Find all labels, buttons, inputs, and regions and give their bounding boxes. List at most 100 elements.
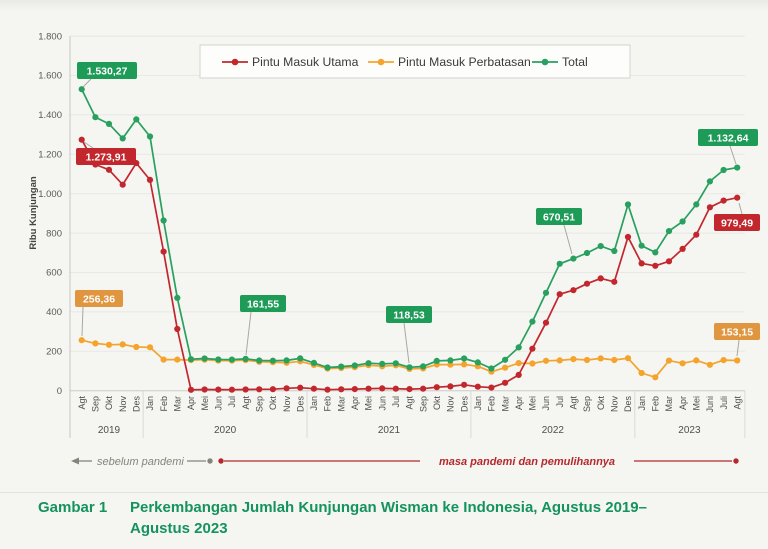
data-point bbox=[297, 384, 304, 391]
data-point bbox=[406, 386, 413, 393]
month-label: Apr bbox=[678, 396, 688, 410]
month-label: Jan bbox=[145, 396, 155, 411]
data-point bbox=[201, 386, 208, 393]
data-point bbox=[693, 231, 700, 238]
month-label: Mei bbox=[364, 396, 374, 411]
data-point bbox=[638, 369, 645, 377]
y-tick-label: 1.400 bbox=[38, 110, 62, 121]
data-point bbox=[174, 325, 181, 333]
month-label: Nov bbox=[282, 396, 292, 413]
y-tick-label: 0 bbox=[57, 386, 62, 397]
data-point bbox=[515, 360, 522, 367]
month-label: Mei bbox=[691, 396, 701, 411]
month-label: Des bbox=[132, 396, 142, 413]
data-point bbox=[338, 363, 345, 370]
data-point bbox=[515, 344, 522, 351]
legend-item-utama: Pintu Masuk Utama bbox=[222, 55, 359, 69]
data-label: 1.530,27 bbox=[87, 66, 128, 78]
data-point bbox=[228, 386, 235, 393]
data-point bbox=[379, 385, 386, 392]
data-point bbox=[420, 385, 427, 392]
data-point bbox=[624, 355, 632, 362]
month-label: Jun bbox=[377, 396, 387, 411]
data-point bbox=[583, 280, 591, 287]
caption-line1: Perkembangan Jumlah Kunjungan Wisman ke … bbox=[130, 499, 647, 516]
legend: Pintu Masuk Utama Pintu Masuk Perbatasan T… bbox=[199, 44, 631, 79]
data-point bbox=[174, 294, 181, 301]
data-point bbox=[542, 289, 550, 296]
data-point bbox=[324, 386, 331, 393]
data-point bbox=[529, 360, 536, 367]
data-label: 1.273,91 bbox=[86, 152, 127, 164]
data-point bbox=[542, 357, 550, 364]
data-point bbox=[720, 166, 727, 174]
month-label: Feb bbox=[487, 396, 497, 412]
data-label-box bbox=[714, 323, 760, 340]
data-label-box bbox=[77, 62, 137, 79]
series-perbatasan bbox=[78, 337, 741, 381]
month-label: Okt bbox=[104, 396, 114, 411]
data-point bbox=[583, 249, 591, 257]
data-point bbox=[570, 255, 577, 262]
year-label: 2022 bbox=[542, 425, 565, 436]
gridlines bbox=[70, 35, 745, 392]
data-label-box bbox=[536, 208, 582, 225]
data-point bbox=[693, 201, 700, 208]
data-point bbox=[133, 343, 140, 351]
y-tick-label: 400 bbox=[46, 307, 62, 318]
month-label: Des bbox=[459, 396, 469, 413]
data-point bbox=[187, 386, 195, 393]
data-point bbox=[706, 204, 714, 211]
month-label: Mei bbox=[200, 396, 210, 411]
month-label: Sep bbox=[418, 396, 428, 412]
data-point bbox=[92, 340, 99, 347]
data-point bbox=[611, 247, 618, 255]
data-label-box bbox=[76, 148, 136, 165]
data-label-box bbox=[698, 129, 758, 146]
data-point bbox=[215, 356, 222, 363]
data-label: 1.132,64 bbox=[708, 133, 749, 145]
data-point bbox=[324, 364, 331, 371]
data-point bbox=[624, 233, 632, 241]
year-label: 2020 bbox=[214, 425, 237, 436]
data-point bbox=[474, 359, 481, 366]
data-label: 118,53 bbox=[393, 310, 425, 322]
month-label: Jun bbox=[541, 396, 551, 411]
month-label: Sep bbox=[582, 396, 592, 412]
data-point bbox=[201, 355, 208, 362]
month-label: Juli bbox=[719, 396, 729, 410]
y-tick-label: 1.600 bbox=[38, 71, 62, 82]
month-label: Jan bbox=[473, 396, 483, 411]
data-point bbox=[638, 260, 645, 267]
data-point bbox=[570, 287, 577, 294]
data-label-box bbox=[714, 214, 760, 231]
month-label: Agt bbox=[732, 396, 742, 410]
data-point bbox=[146, 133, 154, 140]
month-label: Nov bbox=[446, 396, 456, 413]
data-label-box bbox=[386, 306, 432, 323]
data-point bbox=[119, 135, 126, 142]
data-point bbox=[215, 386, 222, 393]
left-arrow-icon bbox=[71, 457, 79, 465]
data-point bbox=[611, 356, 618, 364]
data-label-box bbox=[240, 295, 286, 312]
month-label: Okt bbox=[268, 396, 278, 411]
data-point bbox=[256, 386, 263, 393]
month-label: Des bbox=[295, 396, 305, 413]
year-label: 2021 bbox=[378, 425, 401, 436]
month-label: Apr bbox=[186, 396, 196, 410]
pandemic-timeline: sebelum pandemi masa pandemi dan pemuliha… bbox=[71, 456, 739, 468]
month-label: Jul bbox=[391, 396, 401, 408]
data-point bbox=[119, 181, 126, 188]
data-point bbox=[461, 381, 468, 388]
data-point bbox=[474, 383, 481, 390]
data-point bbox=[78, 337, 85, 344]
y-axis-ticks: 0 200 400 600 800 1.000 1.200 1.400 1.600 1.800 bbox=[38, 31, 62, 397]
month-label: Jan bbox=[309, 396, 319, 411]
data-label: 979,49 bbox=[721, 218, 753, 230]
data-point bbox=[160, 248, 167, 255]
month-label: Nov bbox=[118, 396, 128, 413]
data-point bbox=[283, 385, 290, 392]
data-point bbox=[78, 136, 85, 143]
legend-marker-icon bbox=[231, 58, 239, 66]
